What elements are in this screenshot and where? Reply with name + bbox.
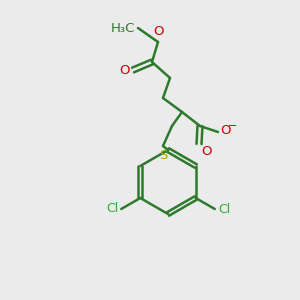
Text: −: − xyxy=(228,121,237,131)
Text: S: S xyxy=(159,149,167,162)
Text: O: O xyxy=(220,124,230,137)
Text: O: O xyxy=(201,145,211,158)
Text: H₃C: H₃C xyxy=(111,22,135,34)
Text: O: O xyxy=(154,25,164,38)
Text: Cl: Cl xyxy=(218,202,230,215)
Text: Cl: Cl xyxy=(106,202,118,215)
Text: O: O xyxy=(119,64,130,76)
